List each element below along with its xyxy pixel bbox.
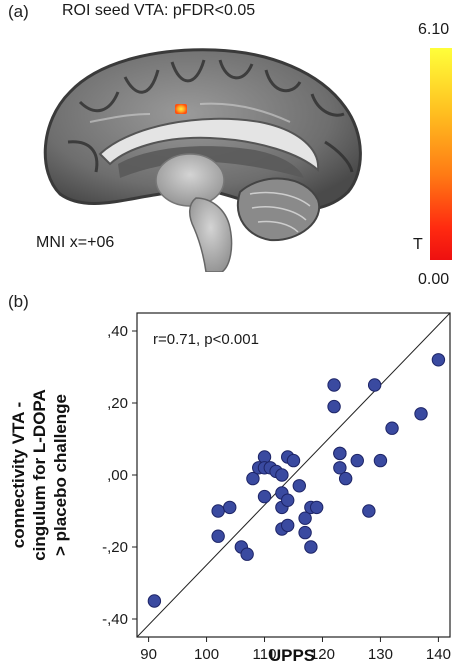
data-point [333, 446, 347, 461]
x-tick-label: 100 [194, 646, 219, 663]
panel-a-label: (a) [8, 2, 29, 21]
data-point [147, 594, 162, 608]
x-tick-label: 140 [426, 646, 451, 663]
scatter-chart: 90 100 110 120 130 140 ,40 ,20 ,00 -,20 -,40 r=0.… [9, 312, 451, 665]
data-point [309, 500, 324, 515]
data-point [240, 547, 254, 561]
panel-a: (a) ROI seed VTA: pFDR<0.05 [0, 0, 474, 295]
y-tick-label: -,40 [102, 611, 128, 628]
y-axis-title-line: connectivity VTA - [9, 402, 28, 548]
t-colorbar [430, 48, 452, 260]
data-point [327, 399, 341, 414]
y-tick-label: ,20 [107, 395, 128, 412]
data-point [223, 500, 237, 515]
data-point [385, 421, 399, 435]
colorbar-max-label: 6.10 [418, 21, 450, 38]
correlation-annotation: r=0.71, p<0.001 [153, 331, 259, 348]
data-point [304, 540, 318, 554]
x-tick-label: 120 [310, 646, 335, 663]
data-point [286, 453, 301, 468]
data-point [333, 461, 347, 475]
brain-sagittal-image [43, 48, 362, 272]
x-tick-label: 110 [253, 646, 277, 663]
data-point [257, 489, 272, 504]
colorbar-symbol: T [413, 236, 423, 253]
data-point [275, 468, 289, 482]
y-tick-label: -,20 [102, 539, 128, 556]
data-point [362, 504, 376, 518]
data-point [246, 471, 260, 486]
data-point [298, 525, 312, 540]
data-point [292, 479, 306, 493]
roi-seed-title: ROI seed VTA: pFDR<0.05 [62, 2, 256, 19]
data-point [327, 378, 341, 392]
data-point [350, 453, 364, 468]
data-point [367, 378, 382, 392]
y-axis-title-line: cingulum for L-DOPA [30, 389, 49, 561]
reference-line [136, 312, 451, 638]
data-point [298, 511, 312, 525]
data-point [211, 504, 225, 518]
mni-coordinate-label: MNI x=+06 [36, 234, 115, 251]
activation-cluster [175, 104, 187, 114]
data-point [414, 407, 428, 421]
data-point [431, 353, 446, 367]
data-point [281, 493, 295, 507]
x-tick-label: 90 [140, 646, 157, 663]
data-point [211, 529, 225, 543]
colorbar-min-label: 0.00 [418, 271, 450, 288]
panel-b-label: (b) [8, 292, 29, 311]
x-tick-label: 130 [368, 646, 393, 663]
data-point [373, 453, 388, 468]
y-tick-label: ,00 [107, 467, 128, 484]
data-point [281, 518, 295, 533]
y-axis-title-line: > placebo challenge [51, 394, 70, 556]
x-axis-title: UPPS [269, 646, 315, 665]
data-point [338, 471, 353, 486]
y-tick-label: ,40 [107, 323, 128, 340]
